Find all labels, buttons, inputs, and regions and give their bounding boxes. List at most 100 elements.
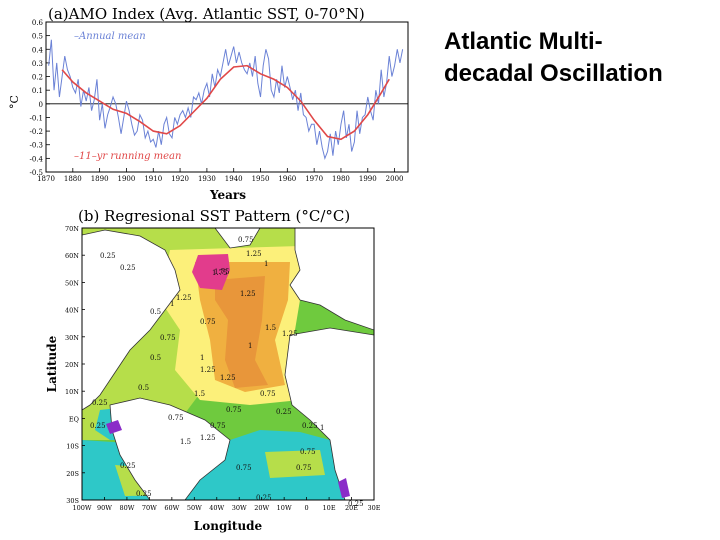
land-south-america	[109, 397, 231, 500]
y-tick-label: 0.3	[32, 60, 43, 68]
contour-label: 1.25	[200, 366, 216, 374]
chart-a-title: (a)AMO Index (Avg. Atlantic SST, 0-70°N)	[48, 5, 365, 23]
map-x-label: Longitude	[194, 519, 263, 533]
lat-tick-label: 10N	[65, 388, 79, 396]
y-tick-label: -0.5	[30, 169, 44, 177]
magenta-region	[192, 254, 230, 290]
slide-title: Atlantic Multi- decadal Oscillation	[444, 26, 714, 90]
contour-label: 0.75	[200, 318, 216, 326]
contour-label: 1	[200, 354, 204, 362]
contour-label: 1.25	[220, 374, 236, 382]
lat-tick-label: 30S	[66, 497, 79, 505]
contour-label: 1	[170, 300, 174, 308]
contour-label: 0.75	[296, 464, 312, 472]
lon-tick-label: 0	[305, 504, 309, 512]
contour-label: 0.75	[160, 334, 176, 342]
x-tick-label: 1970	[305, 175, 323, 183]
contour-label: 0.25	[120, 462, 136, 470]
x-tick-label: 1880	[64, 175, 82, 183]
y-tick-label: 0.5	[32, 33, 43, 41]
lon-tick-label: 90W	[97, 504, 112, 512]
legend-annual-mean: –Annual mean	[74, 31, 146, 42]
y-tick-label: 0.2	[32, 74, 43, 82]
lat-tick-label: 20S	[66, 470, 79, 478]
chart-b-title: (b) Regresional SST Pattern (°C/°C)	[78, 207, 350, 225]
contour-label: 0.75	[226, 406, 242, 414]
x-tick-label: 1940	[225, 175, 243, 183]
y-tick-label: -0.3	[30, 142, 44, 150]
contour-label: 1.25	[240, 290, 256, 298]
x-tick-label: 1950	[252, 175, 270, 183]
contour-label: 1	[248, 342, 252, 350]
lat-tick-label: 10S	[66, 443, 79, 451]
x-tick-label: 1870	[37, 175, 55, 183]
sst-regression-map: (b) Regresional SST Pattern (°C/°C) 0.75…	[45, 207, 381, 533]
lon-tick-label: 40W	[209, 504, 224, 512]
chart-a-x-ticks: 1870 1880 1890 1900 1910 1920 1930 1940 1950 1960…	[37, 168, 404, 183]
x-tick-label: 1900	[118, 175, 136, 183]
lon-tick-label: 60W	[164, 504, 179, 512]
map-y-label: Latitude	[45, 335, 59, 392]
contour-label: 1.5	[265, 324, 276, 332]
contour-label: 0.75	[168, 414, 184, 422]
title-line-1: Atlantic Multi-	[444, 28, 603, 55]
y-tick-label: -0.4	[30, 155, 44, 163]
contour-label: 0.25	[348, 500, 364, 508]
contour-label: 0.25	[302, 422, 318, 430]
y-tick-label: 0.1	[32, 87, 43, 95]
chart-a-x-label: Years	[209, 188, 246, 202]
contour-label: 1.25	[246, 250, 262, 258]
y-tick-label: -0.2	[30, 128, 44, 136]
x-tick-label: 1910	[144, 175, 162, 183]
lon-tick-label: 80W	[119, 504, 134, 512]
x-tick-label: 1960	[278, 175, 296, 183]
lon-tick-label: 20E	[345, 504, 358, 512]
contour-label: 0.25	[136, 490, 152, 498]
y-tick-label: 0	[39, 101, 43, 109]
low-patch-southeast	[265, 450, 325, 478]
lat-tick-label: 70N	[65, 225, 79, 233]
y-tick-label: 0.4	[32, 46, 44, 54]
chart-a-plot-frame	[45, 21, 409, 173]
y-tick-label: 0.6	[32, 19, 44, 27]
series-11yr-running-mean	[61, 64, 390, 141]
contour-label: 0.25	[256, 494, 272, 502]
lat-tick-label: 30N	[65, 334, 79, 342]
x-tick-label: 1990	[359, 175, 377, 183]
lat-tick-label: 40N	[65, 307, 79, 315]
contour-label: 1.25	[200, 434, 216, 442]
land-greenland	[214, 228, 261, 249]
contour-label: 1.5	[194, 390, 205, 398]
purple-patch-west	[106, 420, 122, 434]
map-field	[82, 228, 374, 500]
map-y-ticks: 70N 60N 50N 40N 30N 20N 10N EQ 10S 20S 30S	[65, 225, 85, 505]
contour-label: 0.25	[92, 399, 108, 407]
lon-tick-label: 100W	[72, 504, 91, 512]
y-tick-label: -0.1	[30, 114, 44, 122]
contour-label: 1	[320, 424, 324, 432]
lon-tick-label: 20W	[254, 504, 269, 512]
title-line-2: decadal Oscillation	[444, 60, 663, 87]
contour-label: 0.5	[150, 354, 161, 362]
contour-label: 0.75	[236, 464, 252, 472]
contour-label: 0.75	[260, 390, 276, 398]
lon-tick-label: 30W	[232, 504, 247, 512]
contour-label: 0.25	[100, 252, 116, 260]
contour-label: 0.25	[120, 264, 136, 272]
x-tick-label: 1890	[91, 175, 109, 183]
chart-a-y-label: °C	[8, 95, 21, 109]
contour-label: 1.75	[214, 268, 230, 276]
lat-tick-label: 50N	[65, 279, 79, 287]
contour-label: 1.5	[180, 438, 191, 446]
lon-tick-label: 10W	[277, 504, 292, 512]
contour-label: 0.5	[150, 308, 161, 316]
lat-tick-label: 20N	[65, 361, 79, 369]
land-north-america	[82, 229, 181, 411]
contour-label: 0.25	[90, 422, 106, 430]
contour-label: 1.75	[212, 269, 228, 277]
contour-label: 0.75	[238, 236, 254, 244]
series-annual-mean	[48, 39, 404, 161]
lon-tick-label: 10E	[323, 504, 336, 512]
contour-label: 1	[264, 260, 268, 268]
lon-tick-label: 70W	[142, 504, 157, 512]
